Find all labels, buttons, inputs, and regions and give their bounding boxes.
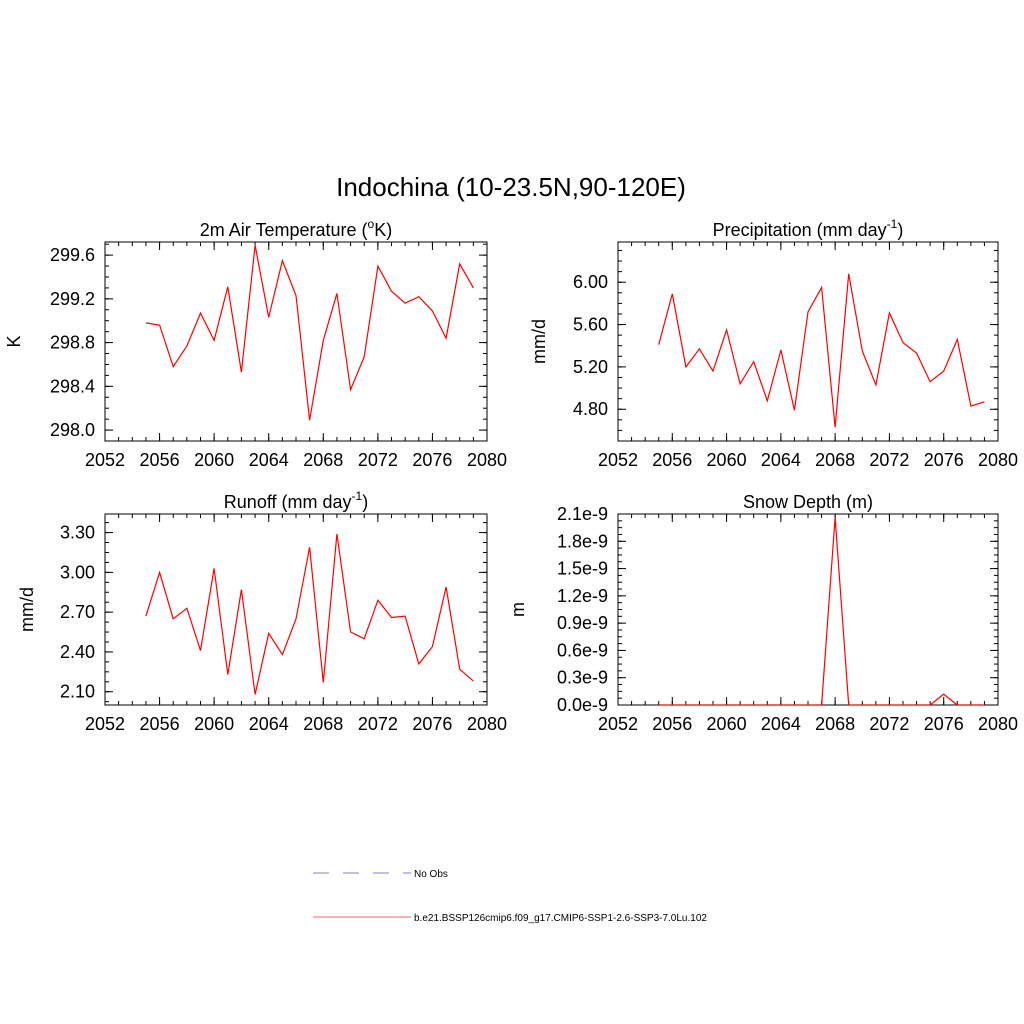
- panel-title: Snow Depth (m): [743, 492, 873, 512]
- y-tick-label: 5.60: [573, 315, 608, 335]
- x-tick-label: 2056: [140, 450, 180, 470]
- x-tick-label: 2052: [598, 714, 638, 734]
- y-tick-label: 1.5e-9: [557, 559, 608, 579]
- x-tick-label: 2072: [869, 450, 909, 470]
- y-tick-label: 2.70: [60, 602, 95, 622]
- series-line: [658, 517, 985, 706]
- y-tick-label: 0.0e-9: [557, 695, 608, 715]
- x-tick-label: 2052: [85, 714, 125, 734]
- x-tick-label: 2068: [815, 450, 855, 470]
- y-tick-label: 299.6: [50, 245, 95, 265]
- x-tick-label: 2076: [412, 450, 452, 470]
- panel-title: Precipitation (mm day-1): [713, 217, 904, 240]
- x-tick-label: 2060: [194, 714, 234, 734]
- y-tick-label: 3.30: [60, 523, 95, 543]
- legend-label-no-obs: No Obs: [414, 869, 448, 880]
- panel-4: 2052 2056 2060 2064 2068 2072 2076 2080 0.0e-9 0.…: [508, 492, 1018, 734]
- x-tick-label: 2052: [598, 450, 638, 470]
- y-axis-label: mm/d: [17, 587, 37, 632]
- panel-1: 2052 2056 2060 2064 2068 2072 2076 2080 298.0 298…: [4, 217, 507, 470]
- x-tick-label: 2068: [303, 450, 343, 470]
- y-tick-label: 5.20: [573, 357, 608, 377]
- series-line: [658, 273, 985, 428]
- x-tick-label: 2064: [249, 714, 289, 734]
- y-tick-label: 298.0: [50, 420, 95, 440]
- x-tick-label: 2072: [358, 450, 398, 470]
- plot-frame: [617, 513, 999, 706]
- y-axis-label: mm/d: [529, 319, 549, 364]
- plot-frame: [104, 513, 488, 706]
- y-tick-label: 2.40: [60, 642, 95, 662]
- x-tick-label: 2056: [140, 714, 180, 734]
- x-tick-label: 2068: [815, 714, 855, 734]
- series-line: [145, 245, 474, 421]
- x-tick-label: 2076: [412, 714, 452, 734]
- x-tick-label: 2060: [707, 450, 747, 470]
- panel-title: Runoff (mm day-1): [224, 489, 368, 512]
- x-tick-label: 2052: [85, 450, 125, 470]
- x-tick-label: 2056: [652, 714, 692, 734]
- x-tick-label: 2076: [924, 714, 964, 734]
- y-tick-label: 0.9e-9: [557, 613, 608, 633]
- legend: No Obs b.e21.BSSP126cmip6.f09_g17.CMIP6-…: [313, 869, 707, 924]
- panel-2: 2052 2056 2060 2064 2068 2072 2076 2080 4.80 5.20…: [529, 217, 1018, 470]
- y-axis-label: K: [4, 335, 24, 347]
- x-tick-label: 2064: [761, 450, 801, 470]
- x-tick-label: 2080: [467, 714, 507, 734]
- x-tick-label: 2064: [761, 714, 801, 734]
- y-tick-label: 2.1e-9: [557, 504, 608, 524]
- y-tick-label: 0.6e-9: [557, 640, 608, 660]
- y-tick-label: 1.8e-9: [557, 531, 608, 551]
- y-tick-label: 299.2: [50, 289, 95, 309]
- panel-title: 2m Air Temperature (oK): [200, 217, 392, 240]
- y-tick-label: 0.3e-9: [557, 668, 608, 688]
- x-tick-label: 2072: [358, 714, 398, 734]
- x-tick-label: 2072: [869, 714, 909, 734]
- plot-frame: [617, 241, 999, 442]
- x-tick-label: 2064: [249, 450, 289, 470]
- y-axis-label: m: [508, 602, 528, 617]
- figure-title: Indochina (10-23.5N,90-120E): [336, 172, 686, 202]
- y-tick-label: 4.80: [573, 399, 608, 419]
- y-tick-label: 298.4: [50, 376, 95, 396]
- plot-frame: [104, 241, 488, 442]
- x-tick-label: 2056: [652, 450, 692, 470]
- y-tick-label: 1.2e-9: [557, 586, 608, 606]
- x-tick-label: 2076: [924, 450, 964, 470]
- x-tick-label: 2060: [707, 714, 747, 734]
- legend-label-model: b.e21.BSSP126cmip6.f09_g17.CMIP6-SSP1-2.…: [414, 913, 707, 924]
- y-tick-label: 3.00: [60, 562, 95, 582]
- x-tick-label: 2080: [978, 714, 1018, 734]
- panel-3: 2052 2056 2060 2064 2068 2072 2076 2080 2.10 2.40…: [17, 489, 507, 734]
- x-tick-label: 2080: [467, 450, 507, 470]
- x-tick-label: 2060: [194, 450, 234, 470]
- y-tick-label: 298.8: [50, 333, 95, 353]
- y-tick-label: 6.00: [573, 272, 608, 292]
- y-tick-label: 2.10: [60, 682, 95, 702]
- x-tick-label: 2068: [303, 714, 343, 734]
- series-line: [145, 533, 474, 695]
- x-tick-label: 2080: [978, 450, 1018, 470]
